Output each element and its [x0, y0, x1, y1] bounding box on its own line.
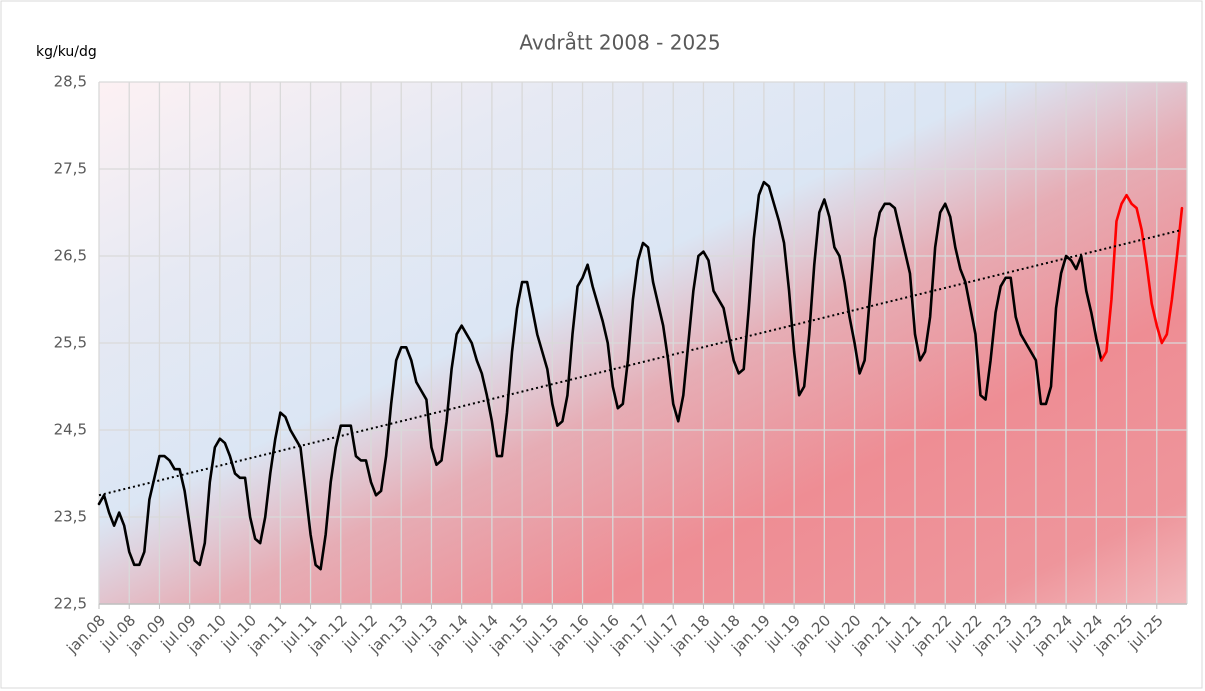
y-tick-label: 26,5 [54, 247, 87, 265]
y-tick-label: 24,5 [54, 421, 87, 439]
y-tick-label: 28,5 [54, 73, 87, 91]
y-tick-label: 25,5 [54, 334, 87, 352]
y-tick-label: 27,5 [54, 160, 87, 178]
trend-line [98, 228, 1183, 497]
y-tick-label: 22,5 [54, 595, 87, 613]
y-tick-label: 23,5 [54, 508, 87, 526]
chart-title: Avdrått 2008 - 2025 [519, 31, 720, 55]
data-line [97, 180, 1103, 571]
y-axis-label: kg/ku/dg [36, 44, 97, 60]
